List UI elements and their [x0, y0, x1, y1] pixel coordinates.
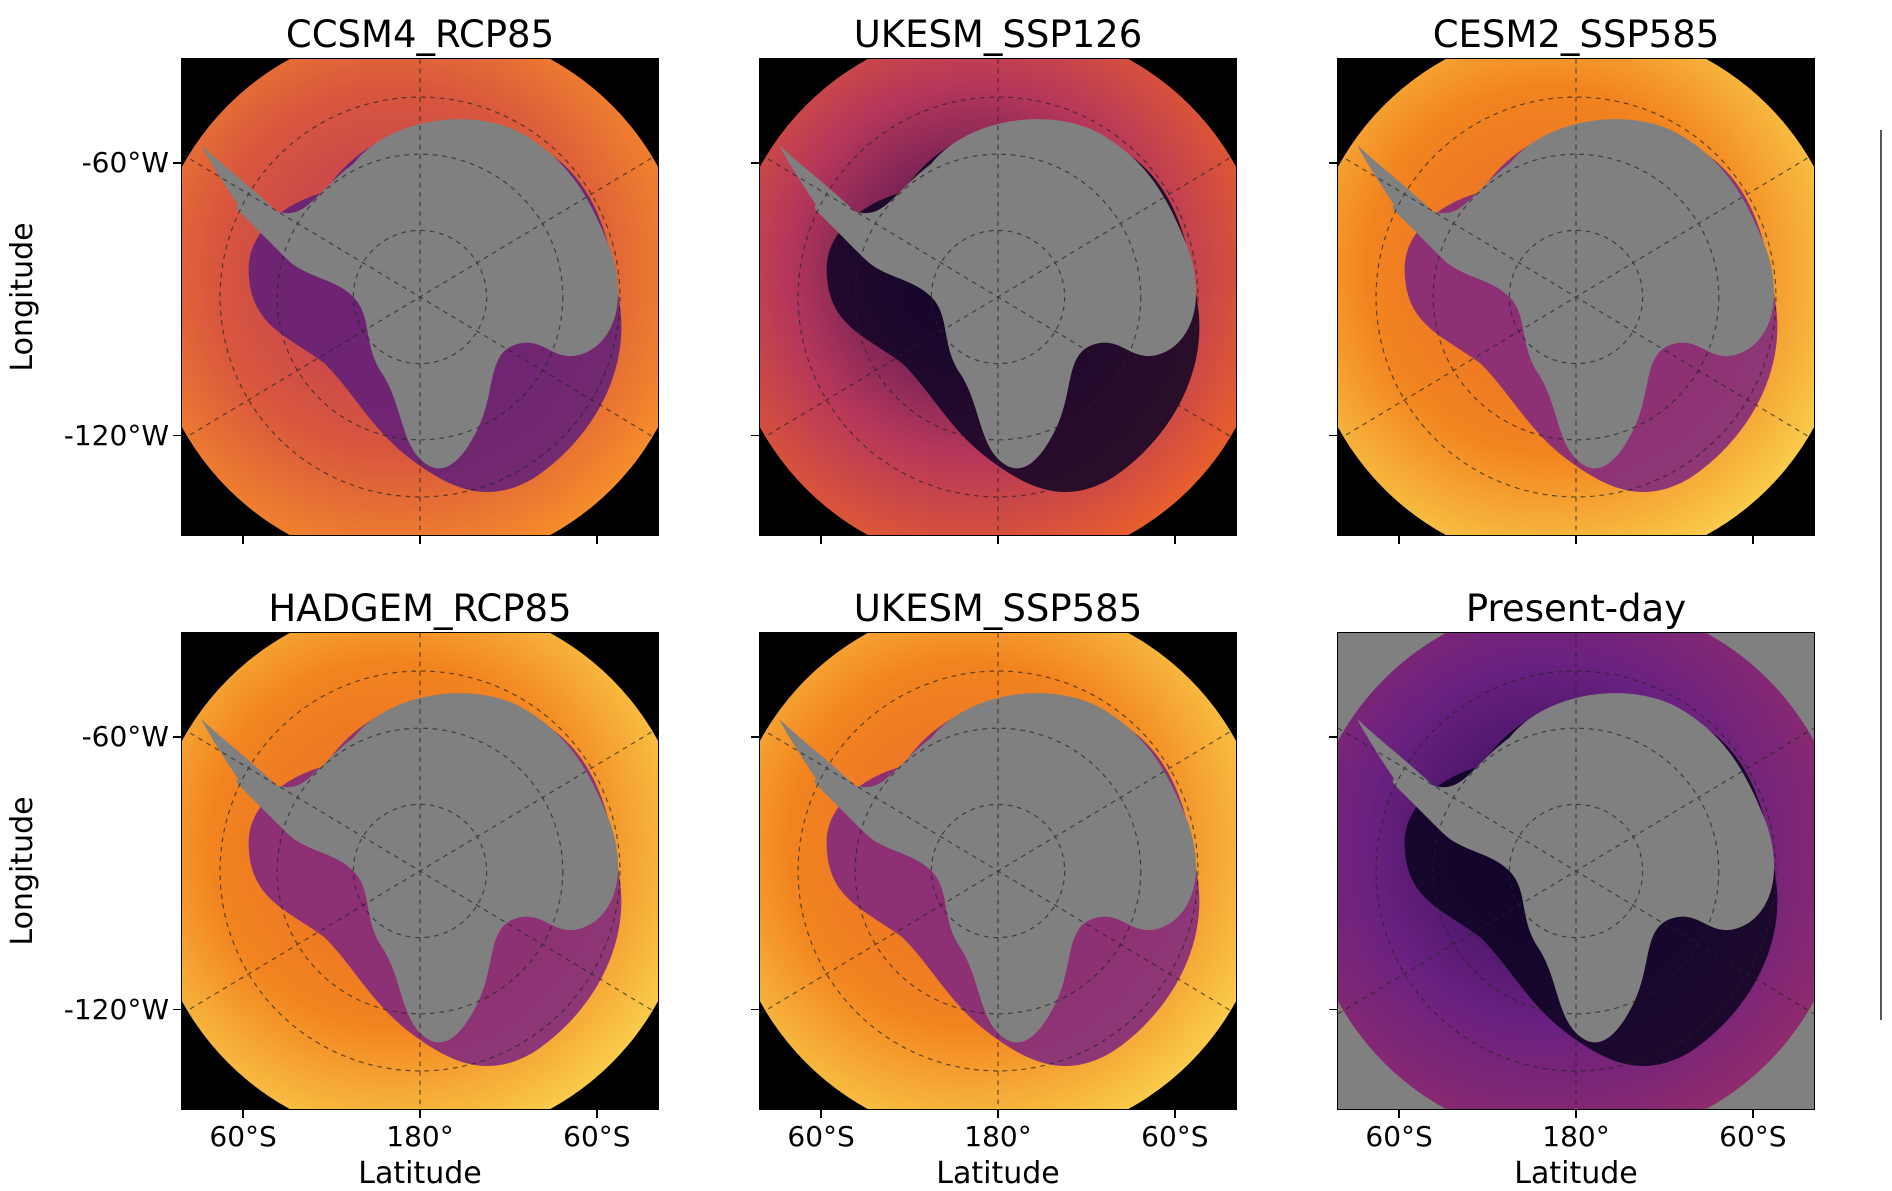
x-axis-label: Latitude — [1514, 1156, 1638, 1191]
y-tick-mark — [173, 1008, 181, 1011]
graticule — [760, 633, 1236, 1109]
heatmap-svg — [760, 59, 1236, 535]
antarctic-peninsula — [201, 144, 287, 236]
x-axis-label: Latitude — [358, 1156, 482, 1191]
x-tick-label: 180° — [386, 1120, 454, 1153]
x-tick-label: 60°S — [209, 1120, 277, 1153]
map-panel — [181, 632, 659, 1110]
graticule — [760, 59, 1236, 535]
x-tick-mark — [820, 1110, 822, 1118]
y-axis-label: Longitude — [5, 222, 40, 372]
graticule — [1338, 633, 1814, 1109]
panel-title: Present-day — [1465, 587, 1687, 630]
y-tick-mark — [751, 736, 759, 738]
heatmap-svg — [1338, 633, 1814, 1109]
y-tick-label: -120°W — [63, 418, 169, 452]
x-tick-label: 180° — [1542, 1120, 1610, 1153]
antarctic-land — [814, 119, 1197, 469]
heatmap-svg — [182, 59, 658, 535]
antarctic-land — [814, 693, 1197, 1043]
panel-title: CESM2_SSP585 — [1432, 13, 1720, 56]
map-panel — [181, 58, 659, 536]
antarctic-peninsula — [1357, 144, 1443, 236]
antarctic-peninsula — [201, 718, 287, 810]
x-tick-mark — [1575, 536, 1577, 544]
x-tick-mark — [1575, 1110, 1577, 1118]
antarctic-land — [1392, 119, 1775, 469]
x-tick-mark — [1174, 536, 1176, 544]
x-tick-label: 60°S — [1719, 1120, 1787, 1153]
y-tick-mark — [173, 162, 181, 164]
x-tick-label: 60°S — [1365, 1120, 1433, 1153]
antarctic-land — [236, 693, 619, 1043]
antarctic-land — [1392, 693, 1775, 1043]
x-tick-mark — [419, 1110, 421, 1118]
antarctic-peninsula — [779, 718, 865, 810]
x-tick-mark — [820, 536, 822, 544]
heatmap-svg — [1338, 59, 1814, 535]
panel-title: UKESM_SSP585 — [853, 587, 1143, 630]
y-tick-mark — [1329, 736, 1337, 738]
y-tick-mark — [1329, 1008, 1337, 1011]
map-panel — [759, 58, 1237, 536]
x-tick-mark — [242, 536, 244, 544]
y-tick-mark — [751, 1008, 759, 1011]
colorbar-axis-line — [1880, 130, 1882, 1020]
y-tick-mark — [173, 736, 181, 738]
antarctic-peninsula — [1357, 718, 1443, 810]
y-tick-mark — [173, 434, 181, 437]
panel-title: UKESM_SSP126 — [853, 13, 1143, 56]
x-tick-mark — [1174, 1110, 1176, 1118]
x-tick-mark — [1752, 536, 1754, 544]
x-tick-label: 60°S — [787, 1120, 855, 1153]
x-tick-mark — [1398, 536, 1400, 544]
y-tick-mark — [751, 434, 759, 437]
map-panel — [759, 632, 1237, 1110]
x-tick-mark — [596, 536, 598, 544]
x-tick-mark — [1752, 1110, 1754, 1118]
y-tick-label: -60°W — [81, 720, 169, 754]
x-axis-label: Latitude — [936, 1156, 1060, 1191]
x-tick-label: 60°S — [563, 1120, 631, 1153]
x-tick-mark — [596, 1110, 598, 1118]
panel-title: CCSM4_RCP85 — [285, 13, 555, 56]
x-tick-mark — [242, 1110, 244, 1118]
y-tick-mark — [1329, 434, 1337, 437]
graticule — [182, 633, 658, 1109]
graticule — [182, 59, 658, 535]
y-tick-label: -120°W — [63, 992, 169, 1026]
map-panel — [1337, 58, 1815, 536]
x-tick-mark — [419, 536, 421, 544]
x-tick-mark — [1398, 1110, 1400, 1118]
x-tick-mark — [997, 536, 999, 544]
y-tick-mark — [1329, 162, 1337, 164]
x-tick-label: 180° — [964, 1120, 1032, 1153]
antarctic-land — [236, 119, 619, 469]
graticule — [1338, 59, 1814, 535]
panel-title: HADGEM_RCP85 — [268, 587, 572, 630]
x-tick-mark — [997, 1110, 999, 1118]
y-tick-mark — [751, 162, 759, 164]
heatmap-svg — [760, 633, 1236, 1109]
x-tick-label: 60°S — [1141, 1120, 1209, 1153]
y-axis-label: Longitude — [5, 796, 40, 946]
heatmap-svg — [182, 633, 658, 1109]
map-panel — [1337, 632, 1815, 1110]
antarctic-peninsula — [779, 144, 865, 236]
y-tick-label: -60°W — [81, 146, 169, 180]
